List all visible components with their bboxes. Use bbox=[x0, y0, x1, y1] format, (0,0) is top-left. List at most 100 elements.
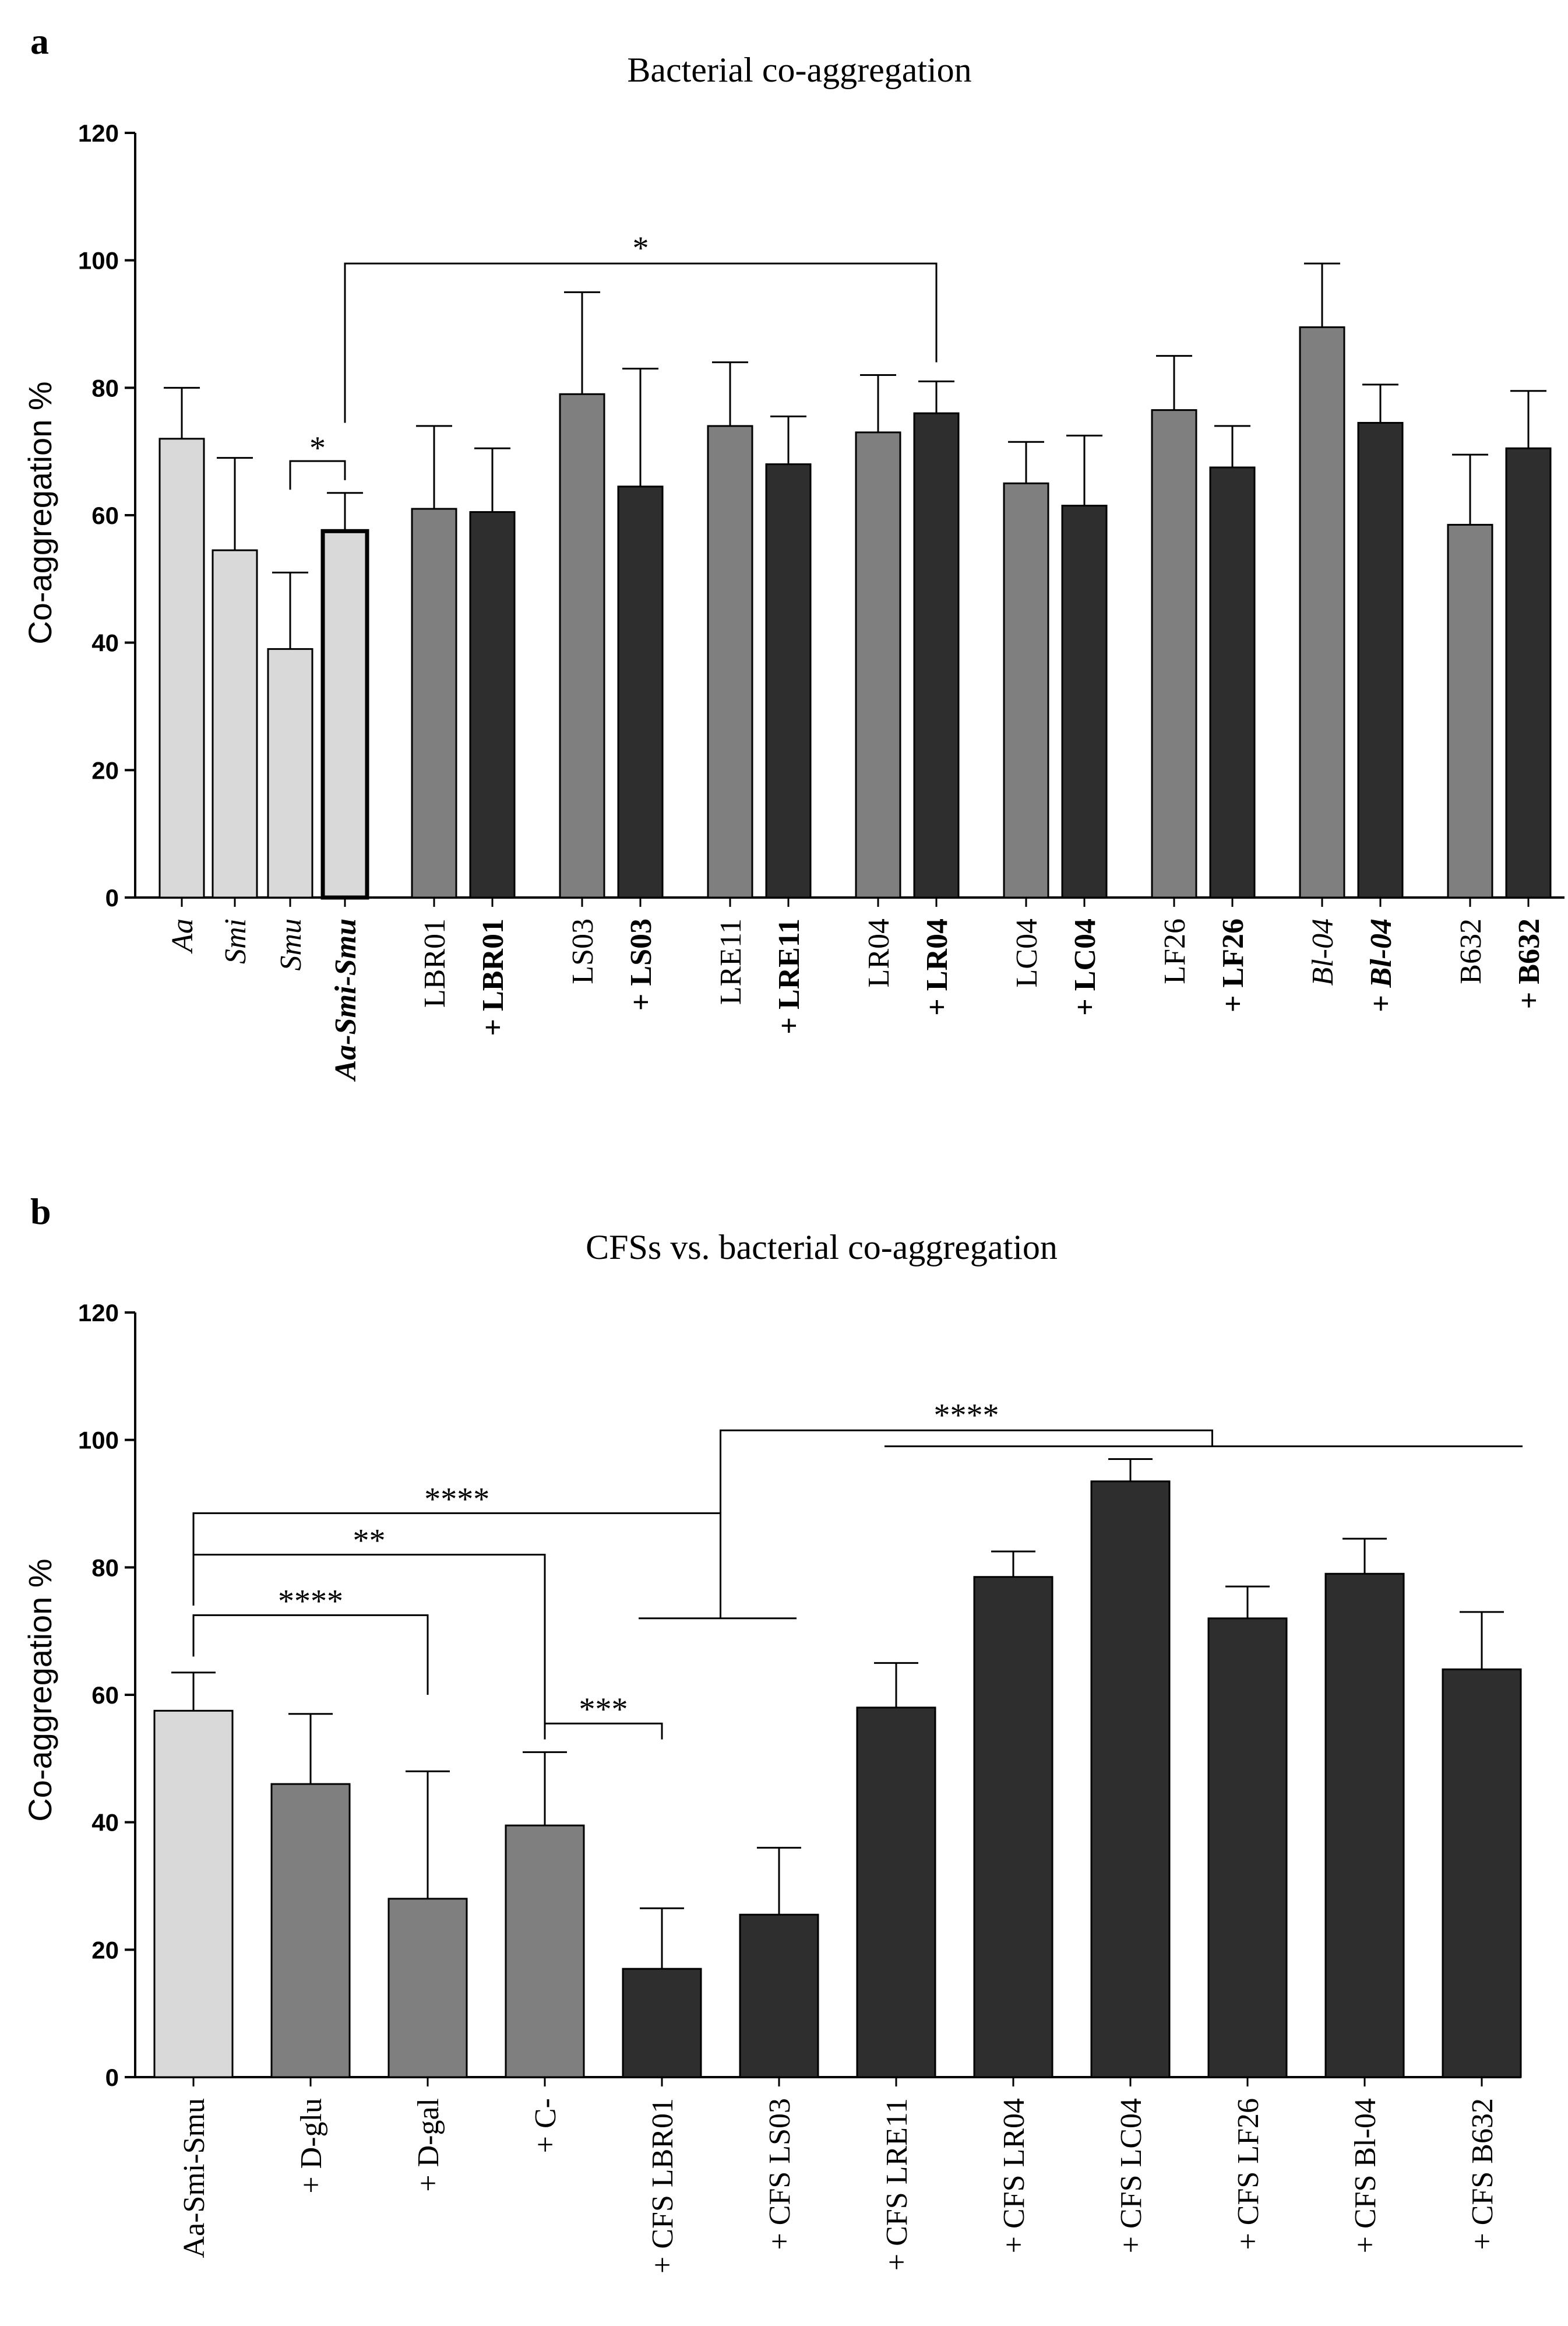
bar-lre11 bbox=[765, 463, 812, 899]
x-tick-label: Bl-04 bbox=[1306, 919, 1340, 986]
significance-label: ** bbox=[353, 1522, 386, 1558]
bar-aa-smi-smu bbox=[320, 529, 369, 900]
bar-lf26 bbox=[1209, 466, 1256, 899]
y-tick-label: 20 bbox=[91, 1936, 119, 1963]
x-tick-label: + CFS LS03 bbox=[763, 2098, 797, 2250]
bar-lr04 bbox=[855, 431, 901, 899]
bar-cfs-lc04 bbox=[1090, 1480, 1171, 2078]
bar-lc04 bbox=[1003, 482, 1049, 899]
x-tick-label: Aa-Smi-Smu bbox=[178, 2098, 211, 2258]
chart-a-y-axis-label: Co-aggregation % bbox=[22, 381, 58, 644]
y-tick-label: 100 bbox=[78, 1427, 119, 1454]
significance-bracket bbox=[192, 1512, 721, 1618]
y-tick-label: 80 bbox=[91, 1554, 119, 1581]
y-tick-label: 120 bbox=[78, 119, 119, 147]
x-tick-label: Aa-Smi-Smu bbox=[329, 919, 362, 1082]
x-tick-label: + LS03 bbox=[625, 919, 658, 1011]
bar-cfs-lf26 bbox=[1207, 1617, 1288, 2078]
x-tick-label: LC04 bbox=[1010, 919, 1044, 987]
x-tick-label: LS03 bbox=[566, 919, 600, 984]
x-tick-label: + LC04 bbox=[1069, 919, 1102, 1016]
bar-cfs-bl-04 bbox=[1324, 1572, 1405, 2078]
x-tick-label: Smi bbox=[219, 919, 252, 964]
x-tick-label: + Bl-04 bbox=[1365, 919, 1398, 1012]
y-tick-label: 40 bbox=[91, 629, 119, 657]
x-tick-label: + CFS LC04 bbox=[1115, 2098, 1148, 2253]
chart-a: 0 20 40 60 80 100 120 Aa Smi Smu Aa-Smi-Smu LBR01 + … bbox=[78, 119, 1565, 1082]
panel-b-letter: b bbox=[30, 1191, 51, 1232]
significance-bracket bbox=[544, 1722, 663, 1740]
x-tick-label: + CFS Bl-04 bbox=[1349, 2098, 1382, 2253]
x-tick-label: + LR04 bbox=[921, 919, 954, 1016]
bar-aa-smi-smu bbox=[153, 1709, 234, 2078]
chart-b-title: CFSs vs. bacterial co-aggregation bbox=[586, 1228, 1058, 1266]
bar-d-gal bbox=[387, 1898, 468, 2078]
bar-lbr01 bbox=[411, 508, 457, 899]
x-tick-label: + D-gal bbox=[412, 2098, 445, 2192]
x-tick-label: Smu bbox=[274, 919, 308, 971]
x-tick-label: + LRE11 bbox=[773, 919, 806, 1034]
x-tick-label: LBR01 bbox=[418, 919, 452, 1008]
y-tick-label: 60 bbox=[91, 1681, 119, 1709]
bar-ls03 bbox=[617, 485, 664, 899]
x-tick-label: + LBR01 bbox=[477, 919, 510, 1036]
bar-lbr01 bbox=[469, 511, 516, 899]
chart-a-title: Bacterial co-aggregation bbox=[627, 51, 971, 89]
significance-bracket bbox=[192, 1553, 546, 1737]
bar-cfs-lr04 bbox=[973, 1576, 1053, 2078]
x-tick-label: + CFS LBR01 bbox=[646, 2098, 679, 2274]
chart-b-y-axis-label: Co-aggregation % bbox=[22, 1558, 58, 1821]
bar-cfs-lbr01 bbox=[622, 1968, 702, 2078]
x-tick-label: + CFS LF26 bbox=[1232, 2098, 1265, 2250]
significance-bracket bbox=[192, 1614, 429, 1695]
chart-b: 0 20 40 60 80 100 120 Aa-Smi-Smu + D-glu + D-gal +… bbox=[78, 1299, 1523, 2274]
y-tick-label: 120 bbox=[78, 1299, 119, 1326]
x-tick-label: + D-glu bbox=[295, 2098, 328, 2194]
bar-lf26 bbox=[1151, 409, 1197, 899]
x-tick-label: LF26 bbox=[1158, 919, 1192, 984]
bar-d-glu bbox=[270, 1783, 351, 2078]
bar-b632 bbox=[1447, 523, 1493, 899]
significance-bracket bbox=[289, 460, 346, 490]
bar-cfs-lre11 bbox=[856, 1706, 936, 2078]
bar-cfs-b632 bbox=[1442, 1668, 1522, 2078]
significance-label: **** bbox=[278, 1583, 343, 1619]
bar-c bbox=[505, 1824, 585, 2078]
bar-cfs-ls03 bbox=[739, 1913, 819, 2078]
bar-bl-04 bbox=[1299, 326, 1345, 899]
x-tick-label: + LF26 bbox=[1217, 919, 1250, 1012]
x-tick-label: Aa bbox=[166, 919, 199, 954]
y-tick-label: 100 bbox=[78, 247, 119, 275]
significance-label: * bbox=[309, 430, 326, 466]
panel-a-letter: a bbox=[30, 20, 49, 62]
bar-lre11 bbox=[707, 425, 753, 899]
x-tick-label: LR04 bbox=[862, 919, 896, 987]
y-tick-label: 0 bbox=[105, 884, 119, 912]
significance-label: **** bbox=[934, 1397, 999, 1433]
bar-b632 bbox=[1505, 447, 1552, 899]
x-tick-label: + CFS LR04 bbox=[998, 2098, 1031, 2253]
significance-label: * bbox=[633, 230, 649, 266]
x-tick-label: + C- bbox=[529, 2098, 562, 2153]
bar-lc04 bbox=[1061, 505, 1108, 899]
y-tick-label: 20 bbox=[91, 756, 119, 784]
bar-lr04 bbox=[913, 412, 960, 899]
significance-bracket bbox=[344, 262, 938, 423]
bar-smu bbox=[267, 648, 313, 899]
x-tick-label: + CFS LRE11 bbox=[880, 2098, 914, 2271]
x-tick-label: B632 bbox=[1454, 919, 1488, 984]
y-tick-label: 40 bbox=[91, 1809, 119, 1836]
significance-bracket bbox=[720, 1429, 1213, 1514]
y-tick-label: 60 bbox=[91, 502, 119, 529]
significance-label: *** bbox=[579, 1691, 628, 1727]
x-tick-label: + CFS B632 bbox=[1466, 2098, 1499, 2250]
bar-bl-04 bbox=[1357, 421, 1404, 899]
y-tick-label: 0 bbox=[105, 2064, 119, 2091]
y-tick-label: 80 bbox=[91, 374, 119, 402]
significance-label: **** bbox=[424, 1481, 489, 1517]
bar-smi bbox=[212, 549, 258, 899]
x-tick-label: + B632 bbox=[1513, 919, 1546, 1009]
x-tick-label: LRE11 bbox=[714, 919, 748, 1005]
bar-ls03 bbox=[559, 393, 605, 899]
